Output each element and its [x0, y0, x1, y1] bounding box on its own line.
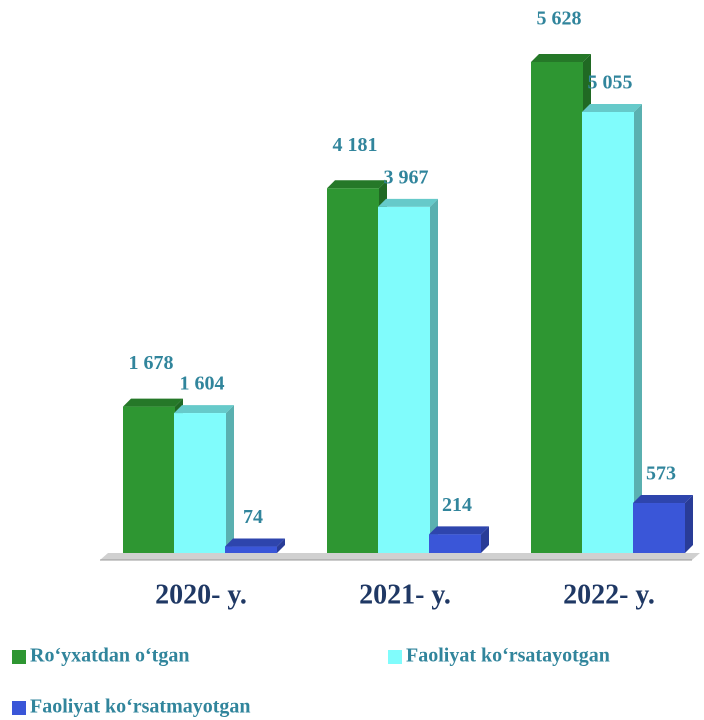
bar-top	[429, 526, 489, 535]
bar	[225, 546, 277, 553]
bar-side	[634, 103, 642, 554]
bar	[378, 206, 430, 554]
value-label: 3 967	[384, 167, 429, 189]
bar-top	[633, 495, 693, 504]
legend-label: Faoliyat ko‘rsatmayotgan	[30, 696, 251, 718]
value-label: 4 181	[333, 134, 378, 156]
bar-top	[174, 405, 234, 414]
bar-side	[430, 198, 438, 554]
bar-side	[481, 526, 489, 553]
value-label: 214	[442, 494, 472, 516]
legend-swatch	[388, 650, 402, 664]
floor	[100, 553, 700, 560]
value-label: 5 055	[588, 72, 633, 94]
bar-top	[531, 54, 591, 62]
bar-top	[378, 198, 438, 207]
value-label: 5 628	[537, 8, 582, 30]
bar	[174, 413, 226, 553]
bar	[327, 188, 379, 554]
bar	[582, 111, 634, 554]
bar	[123, 406, 175, 553]
bar-top	[225, 538, 285, 547]
bar-top	[123, 398, 183, 407]
value-label: 573	[646, 463, 676, 485]
legend-swatch	[12, 650, 26, 664]
value-label: 74	[243, 506, 263, 528]
bar	[531, 62, 583, 553]
x-tick-label: 2021- y.	[359, 579, 451, 610]
bar	[429, 534, 481, 553]
legend-label: Faoliyat ko‘rsatayotgan	[406, 645, 610, 667]
bar-top	[327, 180, 387, 189]
value-label: 1 678	[129, 352, 174, 374]
legend-label: Ro‘yxatdan o‘tgan	[30, 645, 189, 667]
bar-side	[277, 538, 285, 553]
x-tick-label: 2022- y.	[563, 579, 655, 610]
bar-side	[685, 495, 693, 553]
bar-side	[226, 405, 234, 553]
bar	[633, 503, 685, 553]
legend-swatch	[12, 701, 26, 715]
x-tick-label: 2020- y.	[155, 579, 247, 610]
bar-top	[582, 103, 642, 112]
value-label: 1 604	[180, 373, 225, 395]
